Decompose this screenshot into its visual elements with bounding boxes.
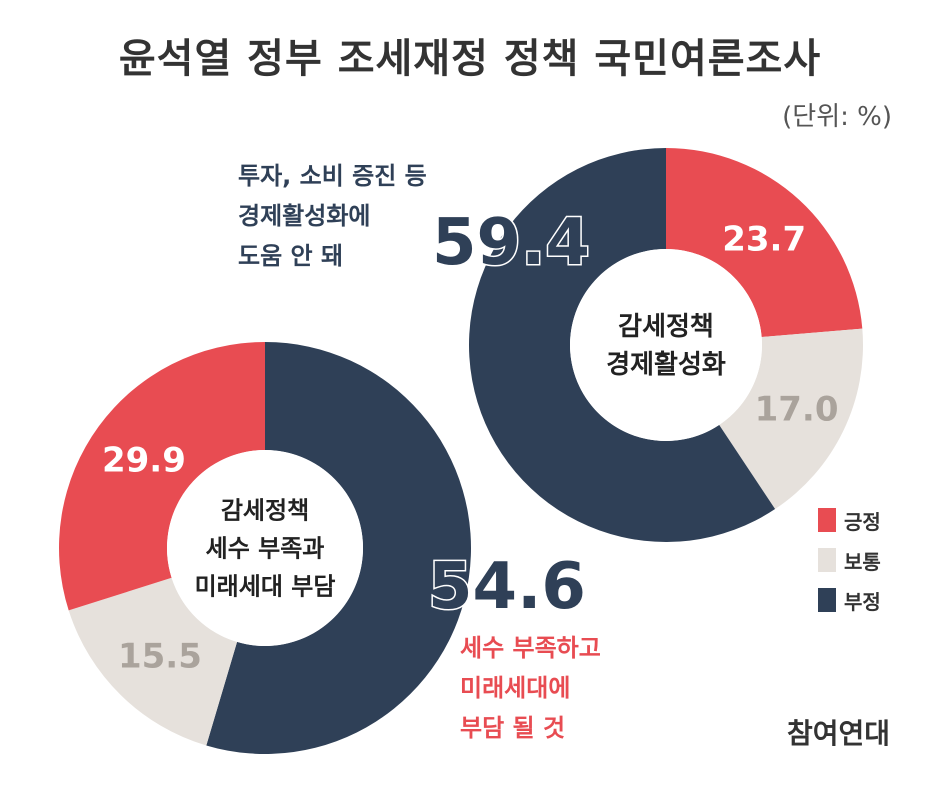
legend-item-positive: 긍정: [818, 500, 881, 540]
legend-item-negative: 부정: [818, 580, 881, 620]
legend-swatch-negative: [818, 588, 836, 612]
donut-1-center-label-line-0: 감세정책: [618, 312, 714, 342]
donut-1-slice-2: [468, 148, 776, 543]
chart-title: 윤석열 정부 조세재정 정책 국민여론조사: [118, 36, 822, 82]
donut-1-value-label-1: 17.0: [755, 389, 839, 429]
legend: 긍정 보통 부정: [818, 500, 881, 620]
donut-1-slice-0: [666, 148, 863, 338]
legend-swatch-neutral: [818, 548, 836, 572]
unit-label: (단위: %): [782, 102, 892, 132]
legend-label-negative: 부정: [844, 589, 881, 614]
logo-text: 참여연대: [786, 717, 890, 750]
donut-2-value-label-1: 15.5: [118, 636, 202, 676]
donut-2-value-label-0: 54.6: [428, 550, 586, 624]
donut-2-slice-1: [68, 577, 238, 746]
donut-1-value-label-2: 59.4: [432, 206, 590, 280]
legend-label-neutral: 보통: [844, 549, 881, 574]
donut-1-value-label-0: 23.7: [722, 220, 806, 260]
donut-2-value-label-2: 29.9: [102, 441, 186, 481]
donut-2-center-label-line-2: 미래세대 부담: [195, 572, 336, 600]
legend-item-neutral: 보통: [818, 540, 881, 580]
legend-label-positive: 긍정: [844, 509, 881, 534]
donut-2-center-label-line-1: 세수 부족과: [206, 534, 325, 562]
legend-swatch-positive: [818, 508, 836, 532]
donut-2-slice-2: [58, 342, 265, 611]
note-burden: 세수 부족하고 미래세대에 부담 될 것: [460, 634, 601, 742]
donut-1-center-label-line-1: 경제활성화: [606, 350, 726, 380]
donut-2-center-label-line-0: 감세정책: [221, 496, 309, 524]
donut-1-hole: [570, 249, 762, 441]
note-economy: 투자, 소비 증진 등 경제활성화에 도움 안 돼: [238, 162, 427, 270]
donut-1-slice-1: [719, 328, 863, 510]
donut-2-hole: [167, 450, 363, 646]
donut-2-slice-0: [206, 342, 472, 754]
